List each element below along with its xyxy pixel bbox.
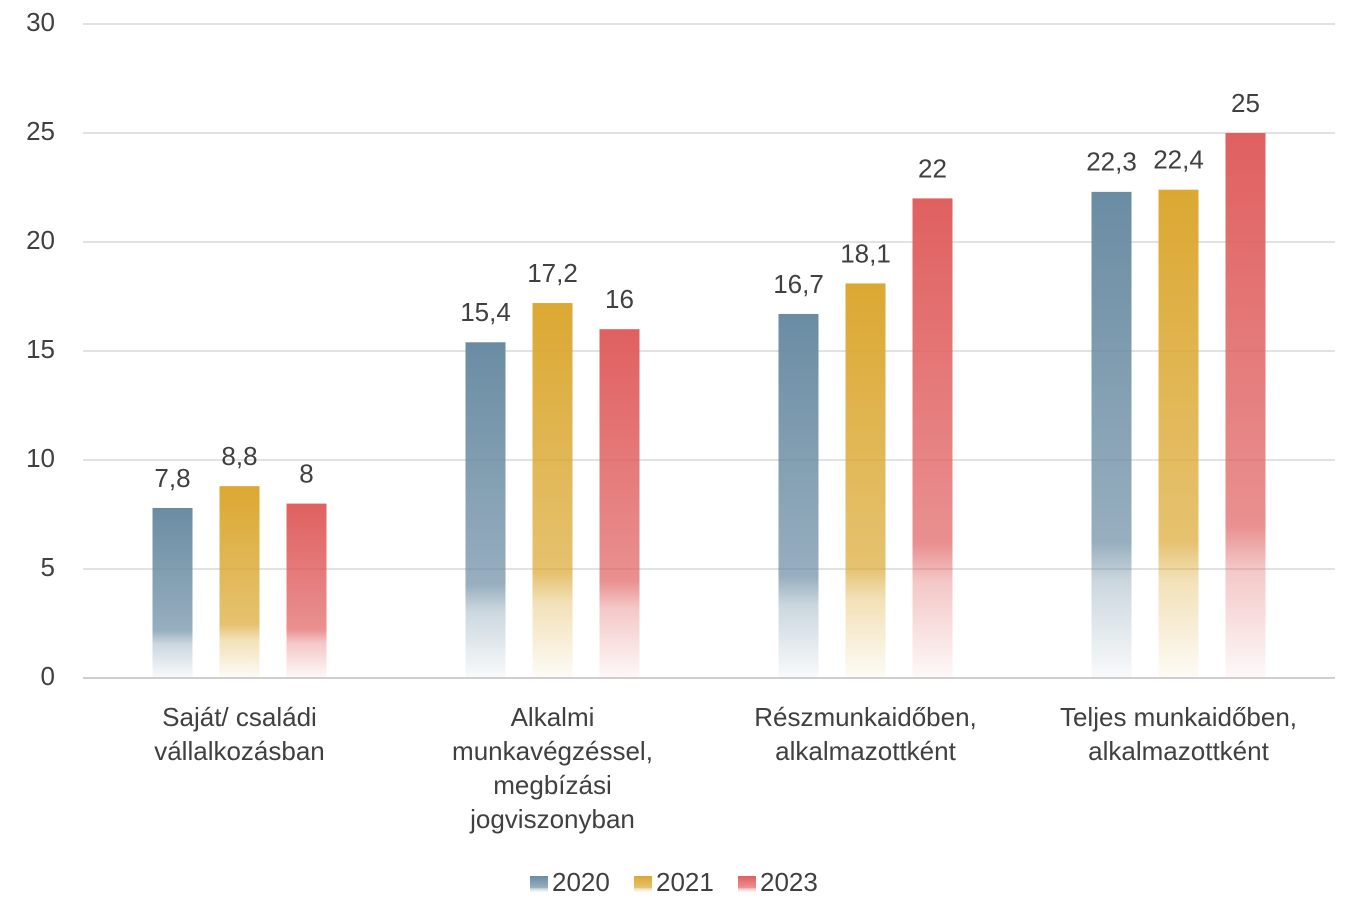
data-label: 25 — [1231, 88, 1260, 118]
data-label: 7,8 — [154, 463, 190, 493]
data-label: 8,8 — [221, 441, 257, 471]
data-label: 22,3 — [1086, 147, 1137, 177]
bar — [286, 503, 327, 678]
data-label: 8 — [299, 458, 313, 488]
data-label: 17,2 — [527, 258, 578, 288]
data-label: 22,4 — [1153, 145, 1204, 175]
x-tick-label: Saját/ családi vállalkozásban — [154, 702, 325, 766]
y-tick-label: 10 — [26, 443, 55, 473]
bar — [1158, 189, 1199, 678]
data-label: 16,7 — [773, 269, 824, 299]
legend-swatch — [634, 876, 652, 892]
bar — [912, 198, 953, 678]
legend-swatch — [530, 876, 548, 892]
data-label: 16 — [605, 284, 634, 314]
legend-label: 2020 — [552, 867, 610, 897]
legend-label: 2021 — [656, 867, 714, 897]
bar — [599, 329, 640, 678]
y-tick-label: 20 — [26, 225, 55, 255]
data-label: 15,4 — [460, 297, 511, 327]
bar — [778, 313, 819, 678]
x-tick-label: Alkalmi munkavégzéssel, megbízási jogvis… — [452, 702, 653, 834]
y-tick-label: 15 — [26, 334, 55, 364]
bar — [845, 283, 886, 678]
bar — [532, 303, 573, 678]
legend-swatch — [738, 876, 756, 892]
bar — [219, 486, 260, 678]
y-tick-label: 25 — [26, 116, 55, 146]
legend-label: 2023 — [760, 867, 818, 897]
bar — [152, 507, 193, 678]
bar — [1225, 133, 1266, 678]
bar — [465, 342, 506, 678]
data-label: 18,1 — [840, 238, 891, 268]
x-tick-label: Részmunkaidőben, alkalmazottként — [754, 702, 977, 766]
x-tick-label: Teljes munkaidőben, alkalmazottként — [1059, 702, 1298, 766]
y-tick-label: 30 — [26, 7, 55, 37]
y-tick-label: 5 — [41, 552, 55, 582]
y-tick-label: 0 — [41, 661, 55, 691]
data-label: 22 — [918, 153, 947, 183]
bar — [1091, 191, 1132, 679]
